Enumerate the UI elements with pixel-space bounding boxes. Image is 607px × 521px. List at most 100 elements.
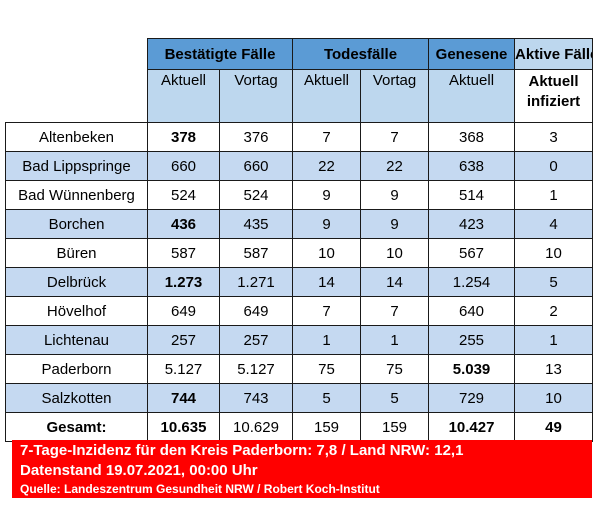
header-active: Aktive Fälle (514, 38, 594, 70)
table-row-lichtenau: Lichtenau 257 257 1 1 255 1 (5, 325, 594, 355)
subheader-active-line2: infiziert (526, 93, 581, 110)
cell-total-deaths-previous: 159 (359, 412, 430, 442)
cell-active: 1 (514, 180, 594, 210)
cell-deaths-previous: 9 (359, 180, 430, 210)
cell-active: 10 (514, 238, 594, 268)
cell-confirmed-current: 5.127 (147, 354, 220, 384)
cell-deaths-previous: 75 (359, 354, 430, 384)
incidence-text: 7-Tage-Inzidenz für den Kreis Paderborn:… (20, 442, 464, 459)
cell-total-recovered: 10.427 (428, 412, 516, 442)
table-row-bad-wuennenberg: Bad Wünnenberg 524 524 9 9 514 1 (5, 180, 594, 210)
cell-deaths-previous: 7 (359, 296, 430, 326)
subheader-active-line1: Aktuell (528, 73, 579, 90)
cell-deaths-previous: 5 (359, 383, 430, 413)
cell-confirmed-previous: 5.127 (219, 354, 293, 384)
cell-confirmed-current: 587 (147, 238, 220, 268)
table-row-hoevelhof: Hövelhof 649 649 7 7 640 2 (5, 296, 594, 326)
cell-total-deaths-current: 159 (292, 412, 361, 442)
cell-deaths-current: 75 (292, 354, 361, 384)
cell-deaths-current: 7 (292, 122, 361, 152)
table-row-bad-lippspringe: Bad Lippspringe 660 660 22 22 638 0 (5, 151, 594, 181)
table-row-altenbeken: Altenbeken 378 376 7 7 368 3 (5, 122, 594, 152)
table-row-salzkotten: Salzkotten 744 743 5 5 729 10 (5, 383, 594, 413)
cell-name: Paderborn (5, 354, 148, 384)
cell-confirmed-previous: 587 (219, 238, 293, 268)
cell-deaths-previous: 7 (359, 122, 430, 152)
cell-confirmed-previous: 524 (219, 180, 293, 210)
subheader-confirmed-current: Aktuell (147, 69, 220, 123)
cell-recovered: 368 (428, 122, 516, 152)
cell-name: Büren (5, 238, 148, 268)
cell-confirmed-previous: 257 (219, 325, 293, 355)
cell-active: 0 (514, 151, 594, 181)
cell-active: 3 (514, 122, 594, 152)
cell-recovered: 514 (428, 180, 516, 210)
cell-confirmed-current: 524 (147, 180, 220, 210)
table-row-paderborn: Paderborn 5.127 5.127 75 75 5.039 13 (5, 354, 594, 384)
cell-total-confirmed-current: 10.635 (147, 412, 220, 442)
cell-name: Bad Lippspringe (5, 151, 148, 181)
cell-confirmed-current: 744 (147, 383, 220, 413)
cell-confirmed-current: 257 (147, 325, 220, 355)
header-confirmed: Bestätigte Fälle (147, 38, 293, 70)
cell-confirmed-current: 378 (147, 122, 220, 152)
cell-name: Delbrück (5, 267, 148, 297)
header-deaths: Todesfälle (291, 38, 430, 70)
cell-confirmed-previous: 649 (219, 296, 293, 326)
cell-total-name: Gesamt: (5, 412, 148, 442)
cell-active: 2 (514, 296, 594, 326)
subheader-deaths-current: Aktuell (292, 69, 361, 123)
cell-confirmed-previous: 743 (219, 383, 293, 413)
cell-deaths-current: 9 (292, 180, 361, 210)
cell-deaths-current: 7 (292, 296, 361, 326)
cell-deaths-current: 1 (292, 325, 361, 355)
cell-deaths-current: 10 (292, 238, 361, 268)
cell-confirmed-current: 1.273 (147, 267, 220, 297)
subheader-recovered-current: Aktuell (428, 69, 516, 123)
cell-recovered: 729 (428, 383, 516, 413)
cell-name: Altenbeken (5, 122, 148, 152)
cell-name: Borchen (5, 209, 148, 239)
cell-deaths-current: 5 (292, 383, 361, 413)
cell-confirmed-current: 436 (147, 209, 220, 239)
cell-name: Salzkotten (5, 383, 148, 413)
table-row-borchen: Borchen 436 435 9 9 423 4 (5, 209, 594, 239)
cell-total-active: 49 (514, 412, 594, 442)
date-text: Datenstand 19.07.2021, 00:00 Uhr (20, 462, 258, 479)
cell-active: 10 (514, 383, 594, 413)
source-text: Quelle: Landeszentrum Gesundheit NRW / R… (20, 482, 380, 496)
subheader-confirmed-previous: Vortag (219, 69, 293, 123)
cell-active: 4 (514, 209, 594, 239)
cell-active: 1 (514, 325, 594, 355)
subheader-corner (5, 69, 148, 123)
cell-name: Bad Wünnenberg (5, 180, 148, 210)
header-corner (5, 38, 148, 70)
cell-recovered: 255 (428, 325, 516, 355)
cell-deaths-current: 14 (292, 267, 361, 297)
cell-recovered: 1.254 (428, 267, 516, 297)
cell-deaths-previous: 22 (359, 151, 430, 181)
cell-deaths-previous: 1 (359, 325, 430, 355)
cell-deaths-previous: 14 (359, 267, 430, 297)
covid-cases-table: Bestätigte Fälle Todesfälle Genesene Akt… (5, 38, 594, 442)
table-row-total: Gesamt: 10.635 10.629 159 159 10.427 49 (5, 412, 594, 442)
cell-name: Lichtenau (5, 325, 148, 355)
cell-confirmed-previous: 660 (219, 151, 293, 181)
cell-recovered: 640 (428, 296, 516, 326)
cell-recovered: 567 (428, 238, 516, 268)
covid-table-container: Bestätigte Fälle Todesfälle Genesene Akt… (5, 38, 594, 442)
cell-recovered: 5.039 (428, 354, 516, 384)
cell-deaths-previous: 10 (359, 238, 430, 268)
info-footer: 7-Tage-Inzidenz für den Kreis Paderborn:… (12, 440, 592, 498)
cell-recovered: 423 (428, 209, 516, 239)
table-row-bueren: Büren 587 587 10 10 567 10 (5, 238, 594, 268)
cell-active: 5 (514, 267, 594, 297)
cell-active: 13 (514, 354, 594, 384)
cell-confirmed-previous: 435 (219, 209, 293, 239)
cell-deaths-current: 9 (292, 209, 361, 239)
cell-confirmed-previous: 1.271 (219, 267, 293, 297)
cell-name: Hövelhof (5, 296, 148, 326)
subheader-deaths-previous: Vortag (359, 69, 430, 123)
cell-deaths-previous: 9 (359, 209, 430, 239)
cell-confirmed-previous: 376 (219, 122, 293, 152)
